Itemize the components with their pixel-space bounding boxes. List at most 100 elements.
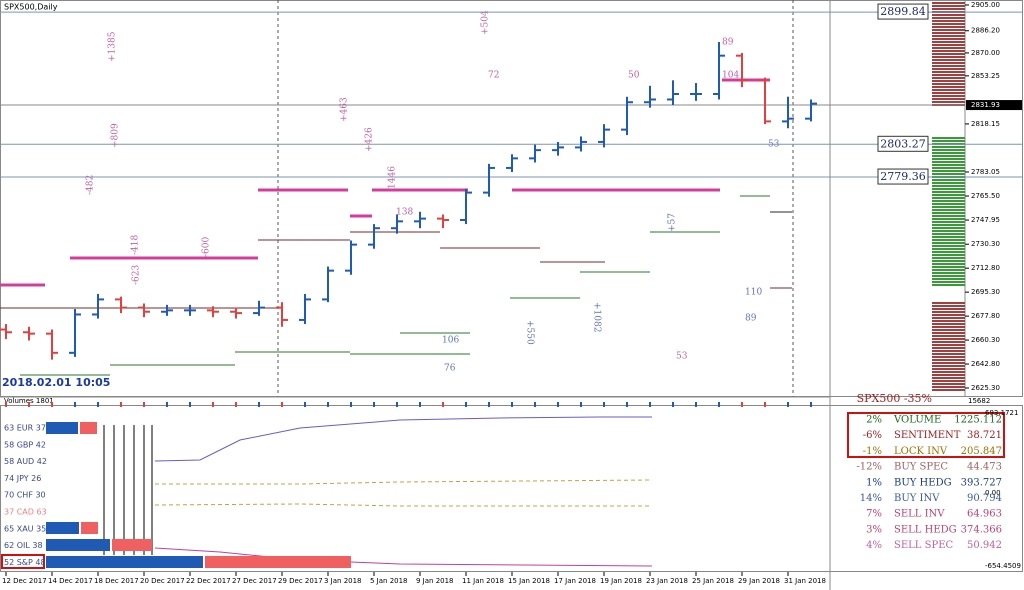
volume-profile [932, 260, 965, 262]
volume-profile [932, 377, 965, 379]
annotation: 110 [745, 288, 762, 298]
annotation: 53 [676, 352, 688, 362]
volume-profile [932, 383, 965, 385]
x-tick-label: 20 Dec 2017 [140, 577, 185, 585]
volume-profile [932, 5, 965, 7]
metric-value: 205.847 [961, 446, 1002, 457]
volume-profile [932, 89, 965, 91]
volume-bar [580, 402, 582, 407]
volume-profile [932, 320, 965, 322]
volume-profile [932, 281, 965, 283]
x-tick-label: 5 Jan 2018 [370, 577, 408, 585]
x-tick-label: 14 Dec 2017 [48, 577, 93, 585]
strength-bars [46, 422, 351, 568]
volume-bar [649, 402, 651, 407]
volume-bar [419, 402, 421, 407]
y-tick-label: 2712.80 [971, 264, 1000, 272]
volume-profile [932, 149, 965, 151]
volume-bar [235, 402, 237, 407]
volume-bar [695, 402, 697, 407]
volume-profile [932, 254, 965, 256]
annotation: -418 [131, 235, 141, 255]
volume-profile [932, 26, 965, 28]
volume-profile [932, 347, 965, 349]
volume-profile [932, 194, 965, 196]
currency-strength: 70 CHF 30 [4, 491, 46, 500]
y-tick-label: 2730.30 [971, 240, 1000, 248]
volume-profile [932, 242, 965, 244]
volume-profile [932, 203, 965, 205]
indicator-axis-label: 693.1721 [985, 409, 1018, 417]
volume-bar [396, 402, 398, 407]
x-tick-label: 19 Jan 2018 [600, 577, 642, 585]
annotation: 106 [442, 336, 459, 346]
volume-bar [442, 402, 444, 407]
highlight-box [1, 554, 45, 569]
volume-profile [932, 284, 965, 286]
currency-strength: 52 S&P 48 [4, 558, 46, 567]
volume-profile [932, 248, 965, 250]
volume-profile [932, 137, 965, 139]
volume-bar [672, 402, 674, 407]
volume-bar [28, 402, 30, 407]
x-tick-label: 18 Dec 2017 [94, 577, 139, 585]
annotation: 50 [628, 71, 640, 81]
currency-strength: 65 XAU 35 [4, 524, 46, 533]
metric-value: 393.727 [961, 477, 1002, 488]
volume-label: Volumes 1801 [4, 397, 54, 405]
x-tick-label: 23 Jan 2018 [646, 577, 688, 585]
y-tick-label: 2625.30 [971, 384, 1000, 392]
volume-bar [557, 402, 559, 407]
annotation: +550 [525, 320, 535, 345]
volume-profile [932, 95, 965, 97]
volume-profile [932, 263, 965, 265]
volume-profile [932, 182, 965, 184]
metric-value: 90.794 [967, 493, 1002, 504]
annotation: 89 [745, 314, 757, 324]
volume-profile [932, 152, 965, 154]
metric-name: BUY HEDG [894, 477, 952, 488]
volume-profile [932, 308, 965, 310]
volume-profile [932, 71, 965, 73]
volume-profile [932, 386, 965, 388]
volume-profile [932, 278, 965, 280]
timestamp: 2018.02.01 10:05 [2, 376, 110, 389]
volume-bar [718, 402, 720, 407]
volume-profile [932, 56, 965, 58]
metric-change: 4% [866, 540, 882, 551]
volume-profile [932, 257, 965, 259]
volume-profile [932, 53, 965, 55]
indicator-axis-label: 0.00 [985, 489, 1001, 497]
annotation: +426 [365, 127, 375, 152]
annotation: +809 [111, 123, 121, 148]
volume-bar [51, 402, 53, 407]
volume-profile [932, 158, 965, 160]
volume-profile [932, 197, 965, 199]
volume-bar [166, 402, 168, 407]
x-tick-label: 31 Jan 2018 [784, 577, 826, 585]
volume-profile [932, 245, 965, 247]
metric-change: -12% [856, 462, 882, 473]
volume-profile [932, 251, 965, 253]
volume-bar [810, 402, 812, 407]
y-tick-label: 2886.20 [971, 27, 1000, 35]
y-tick-label: 2695.30 [971, 288, 1000, 296]
x-tick-label: 11 Jan 2018 [462, 577, 504, 585]
volume-bar [764, 402, 766, 407]
y-tick-label: 2677.80 [971, 312, 1000, 320]
y-tick-label: 2747.95 [971, 216, 1000, 224]
volume-bar [511, 402, 513, 407]
volume-profile [932, 86, 965, 88]
volume-bar [304, 402, 306, 407]
volume-bar [189, 402, 191, 407]
volume-profile [932, 185, 965, 187]
volume-profile [932, 50, 965, 52]
volume-profile [932, 371, 965, 373]
metric-name: BUY INV [894, 493, 940, 504]
volume-profile [932, 239, 965, 241]
volume-profile [932, 227, 965, 229]
annotation: +1082 [592, 302, 602, 332]
metric-change: 14% [860, 493, 882, 504]
x-tick-label: 25 Jan 2018 [692, 577, 734, 585]
metric-name: LOCK INV [894, 446, 948, 457]
